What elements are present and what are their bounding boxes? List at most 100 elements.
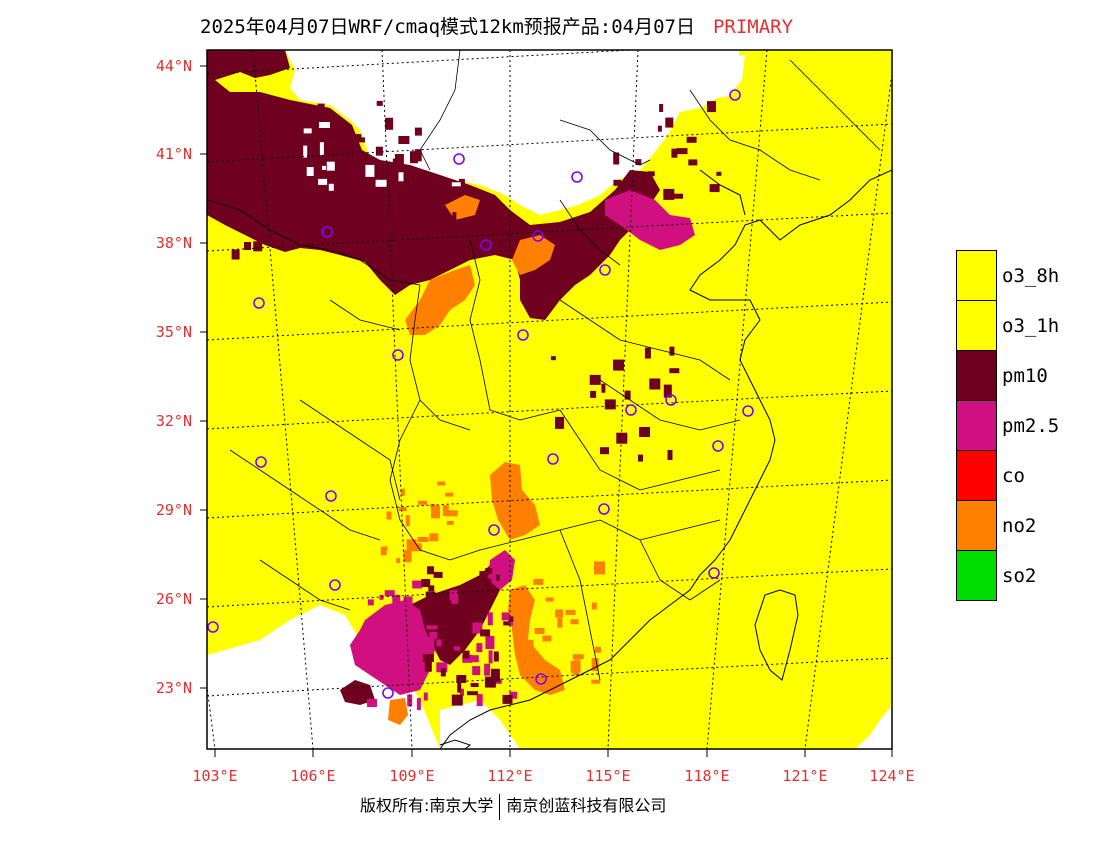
speckle-patch — [400, 673, 406, 678]
speckle-patch — [471, 655, 479, 663]
legend-item: pm10 — [956, 350, 1096, 401]
speckle-patch — [344, 235, 355, 244]
legend-label: o3_1h — [1002, 315, 1060, 337]
speckle-patch — [371, 209, 378, 219]
speckle-patch — [451, 694, 463, 706]
map-frame — [206, 49, 893, 750]
no2-region-yunnan — [388, 698, 408, 725]
speckle-patch — [429, 632, 438, 639]
speckle-patch — [649, 378, 661, 390]
speckle-patch — [423, 136, 430, 148]
copyright-footer: 版权所有:南京大学 南京创蓝科技有限公司 — [360, 792, 666, 820]
speckle-patch — [425, 591, 436, 597]
speckle-patch — [489, 130, 498, 143]
speckle-patch — [487, 612, 493, 626]
speckle-patch — [457, 680, 462, 693]
speckle-patch — [601, 383, 606, 393]
speckle-patch — [509, 691, 518, 699]
speckle-patch — [485, 636, 495, 649]
station-marker — [253, 297, 265, 309]
speckle-patch — [490, 668, 500, 682]
speckle-patch — [392, 158, 397, 167]
speckle-patch — [427, 235, 433, 246]
speckle-patch — [467, 691, 478, 696]
speckle-patch — [707, 101, 716, 113]
speckle-patch — [326, 161, 335, 171]
lon-tick-label: 106°E — [290, 767, 335, 785]
speckle-patch — [542, 635, 552, 642]
speckle-patch — [375, 179, 387, 187]
speckle-patch — [686, 136, 697, 143]
speckle-patch — [442, 505, 449, 517]
speckle-patch — [231, 249, 240, 260]
speckle-patch — [367, 599, 374, 606]
speckle-patch — [452, 650, 459, 655]
speckle-patch — [490, 120, 498, 127]
speckle-patch — [392, 594, 401, 607]
speckle-patch — [304, 180, 310, 188]
speckle-patch — [663, 384, 672, 398]
station-marker — [207, 621, 219, 633]
speckle-patch — [672, 193, 683, 199]
station-marker — [255, 456, 267, 468]
legend-swatch — [956, 450, 997, 501]
speckle-patch — [480, 629, 491, 637]
speckle-patch — [604, 399, 616, 410]
speckle-patch — [436, 639, 442, 647]
speckle-patch — [616, 432, 628, 444]
speckle-patch — [591, 679, 601, 684]
speckle-patch — [439, 239, 446, 247]
legend-swatch — [956, 400, 997, 451]
station-marker — [321, 226, 333, 238]
speckle-patch — [462, 650, 470, 659]
speckle-patch — [537, 663, 549, 674]
speckle-patch — [479, 571, 488, 581]
speckle-patch — [412, 580, 423, 589]
speckle-patch — [405, 515, 410, 527]
speckle-patch — [290, 209, 300, 218]
speckle-patch — [555, 609, 564, 618]
speckle-patch — [268, 228, 275, 241]
speckle-patch — [368, 259, 378, 267]
station-marker — [532, 230, 544, 242]
speckle-patch — [437, 481, 446, 486]
speckle-patch — [534, 628, 545, 634]
speckle-patch — [215, 188, 224, 199]
station-marker — [665, 394, 677, 406]
graticule — [207, 50, 892, 749]
speckle-patch — [501, 612, 510, 621]
lon-tick-label: 124°E — [869, 767, 914, 785]
station-marker — [382, 687, 394, 699]
speckle-patch — [445, 492, 454, 497]
speckle-patch — [657, 125, 662, 132]
station-marker — [325, 490, 337, 502]
speckle-patch — [380, 639, 391, 644]
speckle-patch — [431, 505, 440, 519]
speckle-patch — [436, 662, 448, 673]
clean-region-northeast — [700, 55, 745, 100]
clean-region-north — [285, 50, 740, 215]
speckle-patch — [417, 537, 429, 542]
speckle-patch — [328, 183, 334, 191]
speckle-patch — [671, 148, 678, 158]
speckle-patch — [533, 578, 544, 585]
speckle-patch — [484, 663, 491, 676]
speckle-patch — [550, 356, 556, 361]
map-area — [207, 50, 892, 749]
speckle-patch — [485, 568, 493, 574]
speckle-patch — [452, 627, 463, 640]
speckle-patch — [590, 390, 597, 398]
speckle-patch — [565, 609, 576, 615]
speckle-patch — [446, 510, 458, 517]
speckle-patch — [319, 122, 330, 128]
station-marker — [599, 264, 611, 276]
speckle-patch — [519, 152, 527, 163]
speckle-patch — [639, 427, 650, 437]
speckle-patch — [502, 694, 513, 704]
speckle-patch — [434, 122, 444, 135]
speckle-patch — [379, 594, 384, 600]
station-marker — [571, 171, 583, 183]
speckle-patch — [638, 454, 643, 462]
speckle-patch — [574, 659, 581, 665]
speckle-patch — [411, 209, 421, 217]
